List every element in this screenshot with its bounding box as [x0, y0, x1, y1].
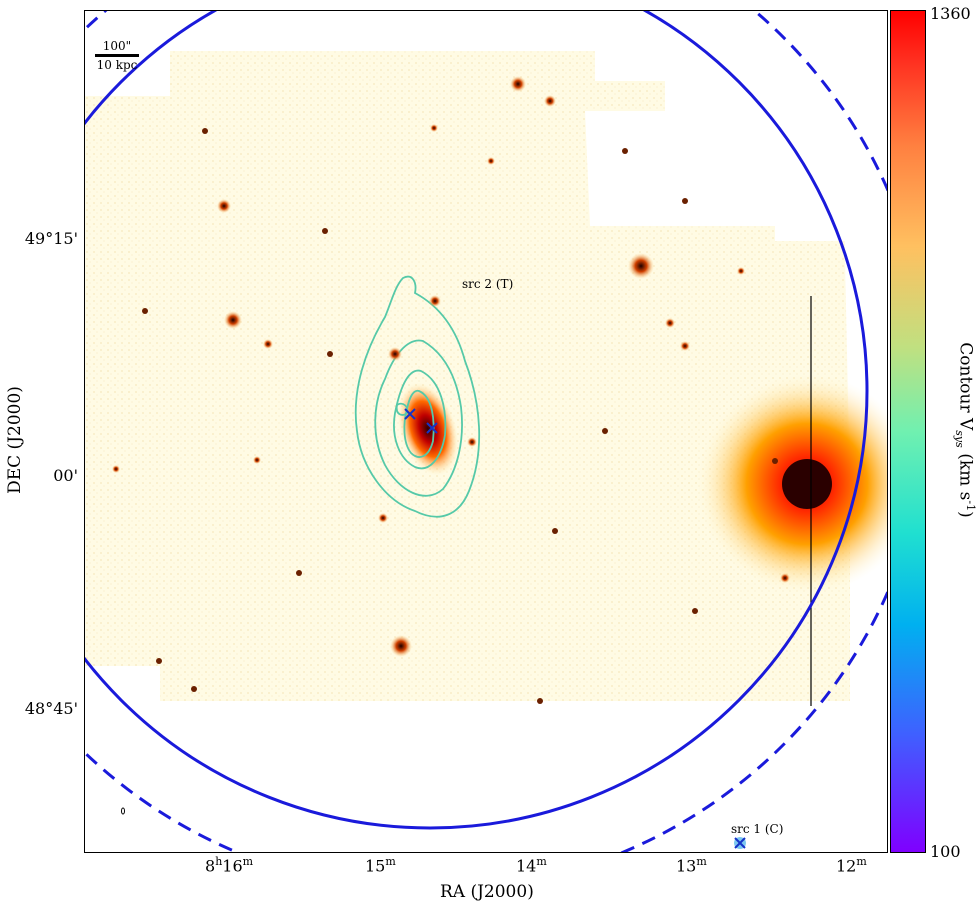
x-tick-label: 12m [836, 855, 867, 876]
optical-mosaic-footprint [85, 51, 850, 701]
sky-image-panel: 100" 10 kpc src 2 (T) src 1 (C) [84, 10, 888, 853]
y-tick-label: 00' [53, 466, 78, 485]
scale-bar-line [95, 54, 139, 57]
beam-ellipse [121, 807, 125, 815]
colorbar-max-label: 1360 [930, 4, 971, 23]
y-tick-label: 48°45' [24, 699, 78, 718]
scale-bar-top-label: 100" [102, 39, 132, 53]
scale-bar-bottom-label: 10 kpc [96, 58, 138, 72]
velocity-contours [354, 275, 481, 518]
x-axis-title: RA (J2000) [440, 882, 534, 902]
src2-label: src 2 (T) [462, 277, 514, 291]
field-stars [112, 76, 790, 704]
bright-star-core [782, 459, 832, 509]
src1-marker [734, 837, 746, 849]
x-tick-label: 8h16m [205, 855, 254, 876]
scale-bar: 100" 10 kpc [95, 39, 139, 72]
colorbar-min-label: 100 [930, 842, 961, 861]
primary-beam-circle [85, 11, 869, 830]
y-axis-title: DEC (J2000) [5, 386, 25, 494]
y-tick-label: 49°15' [24, 229, 78, 248]
colorbar [890, 10, 926, 853]
src1-label: src 1 (C) [731, 822, 784, 836]
galaxy-markers [404, 408, 438, 434]
x-tick-label: 15m [365, 855, 396, 876]
sky-image [85, 11, 887, 852]
colorbar-title: Contour Vsys (km s-1) [952, 342, 978, 518]
x-tick-label: 13m [676, 855, 707, 876]
x-tick-label: 14m [516, 855, 547, 876]
